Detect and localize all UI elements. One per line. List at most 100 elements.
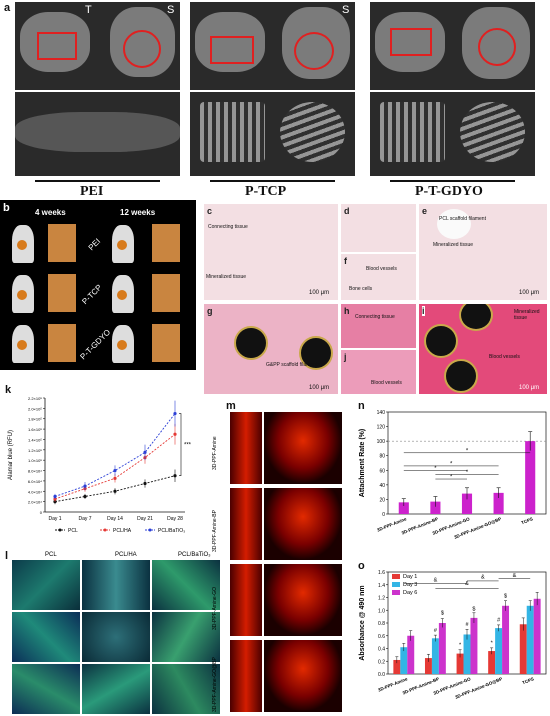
n-significance: *: [450, 475, 453, 481]
n-ytick-label: 80: [379, 454, 385, 460]
scaffold-model-5: [48, 324, 76, 362]
bone-model-3: [12, 275, 34, 313]
panel-label-j: j: [344, 352, 347, 362]
panel-label-h: h: [344, 306, 350, 316]
o-legend-swatch: [392, 582, 400, 587]
o-bar: [526, 605, 534, 674]
o-bar: [533, 598, 541, 674]
k-xtick-label: Day 7: [78, 516, 91, 522]
row-label-m-2: 3D-PPF-Amine-BP: [212, 510, 218, 552]
hist-panel-h: h Connecting tissue: [341, 304, 416, 348]
o-significance: &: [465, 581, 469, 587]
k-point: [113, 468, 117, 473]
o-ytick-label: 0.0: [378, 672, 385, 678]
group-rule-ptgdyo: [390, 180, 515, 182]
roi-circle-pei: [123, 30, 161, 68]
k-xtick-label: Day 1: [48, 516, 61, 522]
panel-label-n: n: [358, 400, 365, 412]
k-significance: ***: [184, 443, 192, 449]
k-ytick-label: 2.2×10⁵: [28, 396, 42, 401]
scaffold-model-2: [152, 224, 180, 262]
n-ytick-label: 140: [377, 410, 386, 416]
timepoint-4w: 4 weeks: [35, 208, 66, 217]
panel-label-f: f: [344, 256, 347, 266]
k-ytick-label: 1.4×10⁵: [28, 437, 42, 442]
annotation-connecting-tissue: Connecting tissue: [208, 224, 248, 230]
ct-zoom-ptgdyo: [370, 92, 535, 176]
k-point: [113, 476, 117, 480]
confocal-2d-4: [230, 640, 262, 712]
k-legend-label: PCL/HA: [113, 528, 132, 534]
o-ytick-label: 1.4: [378, 583, 385, 589]
hist-panel-c: c Connecting tissue Mineralized tissue 1…: [204, 204, 338, 300]
o-bar: [393, 659, 401, 674]
o-bar: [438, 623, 446, 674]
o-significance: #: [497, 618, 501, 624]
panel-label-k: k: [5, 384, 12, 396]
fluo-image-7: [12, 664, 80, 714]
row-label-m-4: 3D-PPF-Amine-GO@BP: [212, 657, 218, 712]
group-rule-pei: [35, 180, 160, 182]
panel-label-c: c: [207, 206, 213, 216]
annotation-scaffold-filaments: G&PP scaffold filaments: [266, 362, 320, 368]
k-point: [143, 450, 147, 455]
o-bar: [407, 635, 415, 674]
k-point: [173, 474, 177, 478]
panel-label-b: b: [3, 202, 10, 214]
chart-o-axes: 0.0 0.2 0.4 0.6 0.8 1.0 1.2 1.4 1.6 Absorbance @ …: [359, 570, 547, 678]
n-significance: *: [466, 448, 469, 454]
n-ytick-label: 0: [382, 512, 385, 518]
o-ytick-label: 0.4: [378, 647, 385, 653]
bone-model-1: [12, 225, 34, 263]
o-legend-swatch: [392, 590, 400, 595]
k-xtick-label: Day 14: [107, 516, 123, 522]
o-ytick-label: 0.6: [378, 634, 385, 640]
o-bar: [519, 624, 527, 674]
fluo-image-9: [152, 664, 220, 714]
o-bar: [463, 634, 471, 674]
o-significance: &: [513, 573, 517, 579]
bone-model-4: [112, 275, 134, 313]
annotation-blood-vessels-3: Blood vessels: [489, 354, 520, 360]
fluo-image-8: [82, 664, 150, 714]
n-bar: [525, 441, 536, 514]
k-point: [53, 494, 57, 499]
confocal-2d-2: [230, 488, 262, 560]
k-ytick-label: 6.0×10⁴: [28, 479, 42, 484]
bone-model-6: [112, 325, 134, 363]
fluo-image-6: [152, 612, 220, 662]
k-ytick-label: 1.2×10⁵: [28, 448, 42, 453]
o-legend-swatch: [392, 574, 400, 579]
annotation-mineralized-tissue-3: Mineralized tissue: [514, 309, 540, 321]
roi-box-pei: [37, 32, 77, 60]
k-ytick-label: 4.0×10⁴: [28, 489, 42, 494]
o-significance: $: [504, 594, 507, 600]
n-bar: [430, 501, 441, 514]
o-ytick-label: 0.2: [378, 659, 385, 665]
k-point: [83, 484, 87, 488]
o-bar: [456, 653, 464, 674]
roi-box-ptcp: [210, 36, 254, 64]
k-xtick-label: Day 28: [167, 516, 183, 522]
bone-model-2: [112, 225, 134, 263]
panel-label-d: d: [344, 206, 350, 216]
n-significance: *: [466, 470, 469, 476]
k-point: [83, 494, 87, 499]
k-legend-marker: [148, 528, 152, 532]
o-legend-label: Day 6: [403, 590, 417, 596]
o-significance: &: [434, 578, 438, 584]
roi-box-ptgdyo: [390, 28, 432, 56]
col-label-pclha: PCL/HA: [115, 552, 137, 558]
o-significance: &: [481, 574, 485, 580]
panel-label-i: i: [422, 306, 425, 316]
k-point: [53, 497, 57, 501]
scale-bar-e: 100 μm: [519, 290, 540, 296]
k-legend-label: PCL/BaTiO₃: [158, 528, 185, 534]
o-bar: [431, 638, 439, 674]
hist-panel-f: f Blood vessels Bone cells: [341, 254, 416, 300]
col-label-pcl: PCL: [45, 552, 57, 558]
k-ytick-label: 1.6×10⁵: [28, 427, 42, 432]
hist-panel-e: e PCL scaffold filament Mineralized tiss…: [419, 204, 547, 300]
scaffold-model-6: [152, 324, 180, 362]
chart-o-marks: 3D-PPF-Amine3D-PPF-Amine-BP3D-PPF-Amine-…: [377, 573, 541, 700]
